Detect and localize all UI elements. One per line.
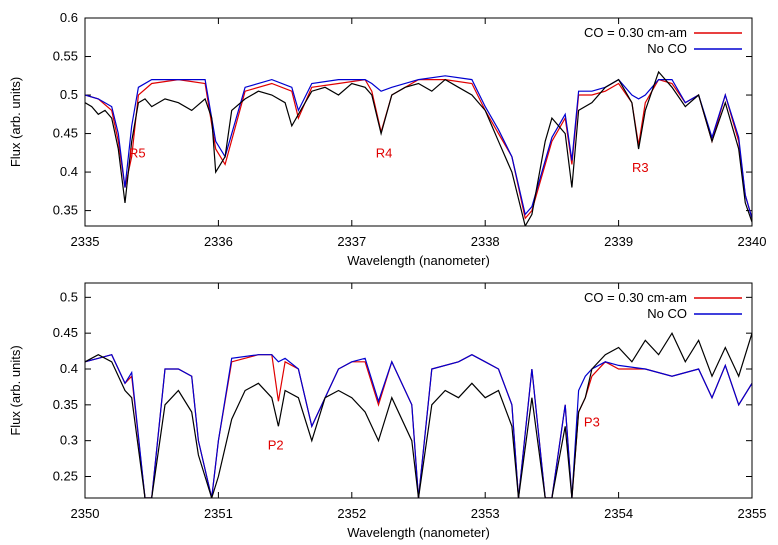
series-line-1: [85, 353, 752, 498]
series-line-0: [85, 78, 752, 220]
legend-label-0: CO = 0.30 cm-am: [584, 25, 687, 40]
y-tick-label: 0.55: [53, 49, 78, 64]
x-tick-label: 2340: [738, 234, 767, 249]
annotation-r4: R4: [376, 145, 393, 160]
annotation-p2: P2: [268, 437, 284, 452]
x-tick-label: 2352: [337, 506, 366, 521]
x-tick-label: 2335: [71, 234, 100, 249]
y-tick-label: 0.25: [53, 469, 78, 484]
x-tick-label: 2339: [604, 234, 633, 249]
plot-frame: [84, 17, 753, 227]
y-tick-label: 0.6: [60, 10, 78, 25]
x-tick-label: 2337: [337, 234, 366, 249]
plot-frame: [84, 282, 753, 499]
series-line-2: [85, 70, 752, 226]
x-axis-label: Wavelength (nanometer): [347, 525, 490, 540]
top-panel: 2335 2336 2337 2338 2339 2340 0.35 0.4 0.45 0.5 0.…: [8, 10, 766, 268]
y-tick-label: 0.4: [60, 361, 78, 376]
legend-label-1: No CO: [647, 306, 687, 321]
annotation-p3: P3: [584, 414, 600, 429]
series-line-0: [85, 353, 752, 498]
y-tick-label: 0.5: [60, 87, 78, 102]
annotation-r5: R5: [129, 145, 146, 160]
x-tick-label: 2351: [204, 506, 233, 521]
y-tick-label: 0.45: [53, 126, 78, 141]
legend-label-1: No CO: [647, 41, 687, 56]
legend-label-0: CO = 0.30 cm-am: [584, 290, 687, 305]
x-tick-label: 2350: [71, 506, 100, 521]
bottom-panel: 2350 2351 2352 2353 2354 2355 0.25 0.3 0.35 0.4 0.…: [8, 282, 767, 540]
y-tick-label: 0.5: [60, 289, 78, 304]
series-line-1: [85, 75, 752, 219]
x-tick-label: 2353: [471, 506, 500, 521]
annotation-r3: R3: [632, 160, 649, 175]
y-tick-label: 0.35: [53, 397, 78, 412]
x-tick-label: 2355: [738, 506, 767, 521]
y-tick-label: 0.45: [53, 325, 78, 340]
series-line-2: [85, 331, 752, 498]
y-axis-label: Flux (arb. units): [8, 77, 23, 167]
x-tick-label: 2338: [471, 234, 500, 249]
x-tick-label: 2354: [604, 506, 633, 521]
y-tick-label: 0.3: [60, 433, 78, 448]
y-tick-label: 0.35: [53, 203, 78, 218]
y-axis-label: Flux (arb. units): [8, 345, 23, 435]
y-tick-label: 0.4: [60, 164, 78, 179]
x-axis-label: Wavelength (nanometer): [347, 253, 490, 268]
x-tick-label: 2336: [204, 234, 233, 249]
